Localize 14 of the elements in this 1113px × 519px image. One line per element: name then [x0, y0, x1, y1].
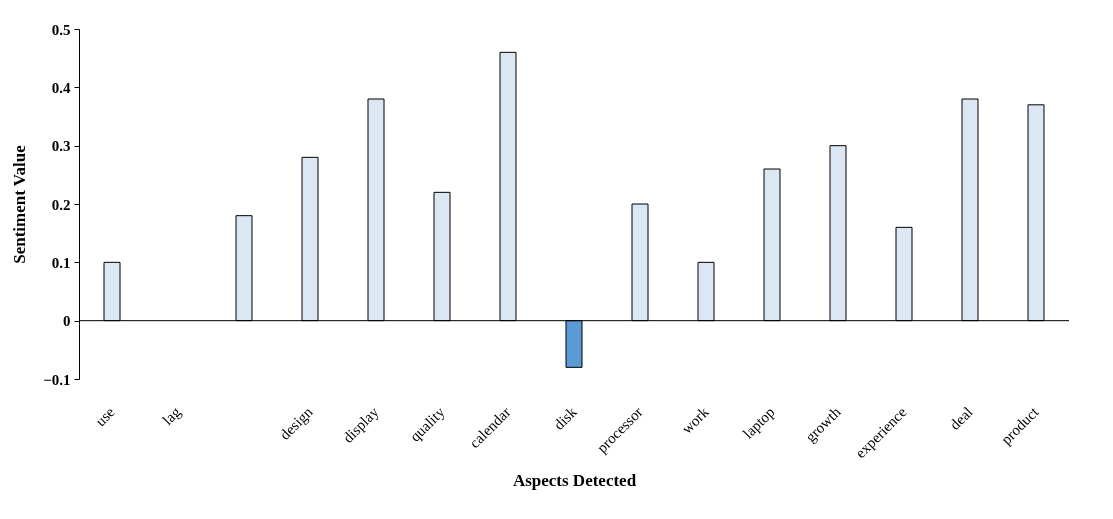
- y-tick-label: −0.1: [43, 371, 71, 388]
- y-tick-label: 0.2: [51, 196, 71, 213]
- x-tick-label: use: [92, 403, 118, 430]
- y-tick-label: 0.1: [51, 254, 71, 271]
- x-tick-label: lag: [159, 403, 185, 429]
- x-tick-label: work: [678, 403, 713, 437]
- x-tick-label: deal: [946, 403, 976, 433]
- y-tick-label: 0.3: [51, 138, 71, 155]
- y-axis-title: Sentiment Value: [10, 144, 30, 264]
- x-tick-label: disk: [550, 403, 580, 433]
- y-tick-label: 0.5: [51, 21, 71, 38]
- y-tick-label: 0: [63, 313, 71, 330]
- x-axis-title: Aspects Detected: [512, 471, 637, 491]
- y-tick-label: 0.4: [51, 79, 71, 96]
